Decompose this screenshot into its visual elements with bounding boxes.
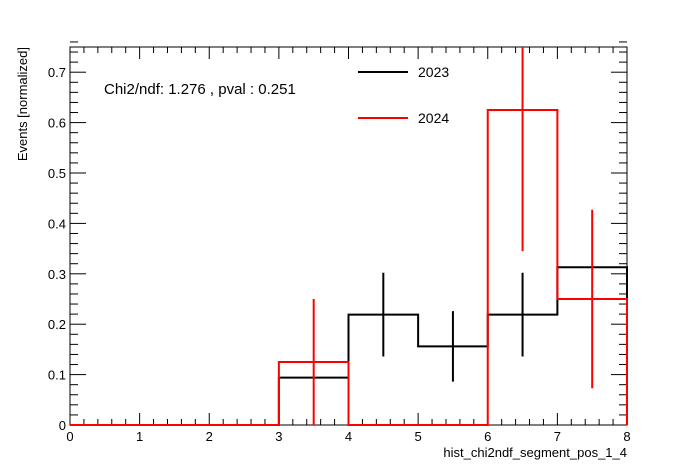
x-tick-label: 8 xyxy=(623,429,630,444)
series-2024-step-line xyxy=(70,109,628,426)
y-tick-label: 0 xyxy=(59,418,66,433)
x-tick-label: 5 xyxy=(415,429,422,444)
y-axis-label: Events [normalized] xyxy=(15,47,30,161)
x-tick-label: 1 xyxy=(136,429,143,444)
y-tick-label: 0.1 xyxy=(48,368,66,383)
x-tick-label: 0 xyxy=(66,429,73,444)
x-axis-label: hist_chi2ndf_segment_pos_1_4 xyxy=(443,445,627,460)
x-tick-label: 6 xyxy=(484,429,491,444)
y-tick-label: 0.7 xyxy=(48,65,66,80)
annotation-text: Chi2/ndf: 1.276 , pval : 0.251 xyxy=(104,81,296,98)
series-layer xyxy=(70,47,628,426)
y-tick-label: 0.3 xyxy=(48,267,66,282)
y-tick-label: 0.2 xyxy=(48,317,66,332)
x-tick-label: 4 xyxy=(345,429,352,444)
y-tick-label: 0.4 xyxy=(48,216,66,231)
legend-label-2024: 2024 xyxy=(418,110,449,126)
legend: 2023 2024 xyxy=(358,64,449,126)
x-tick-label: 2 xyxy=(206,429,213,444)
legend-label-2023: 2023 xyxy=(418,64,449,80)
tick-labels: 0 1 2 3 4 5 6 7 8 0 0.1 0.2 0.3 0.4 0.5 0.6 0.7 xyxy=(48,65,631,444)
y-tick-label: 0.5 xyxy=(48,166,66,181)
x-tick-label: 3 xyxy=(275,429,282,444)
x-tick-label: 7 xyxy=(554,429,561,444)
y-tick-label: 0.6 xyxy=(48,116,66,131)
